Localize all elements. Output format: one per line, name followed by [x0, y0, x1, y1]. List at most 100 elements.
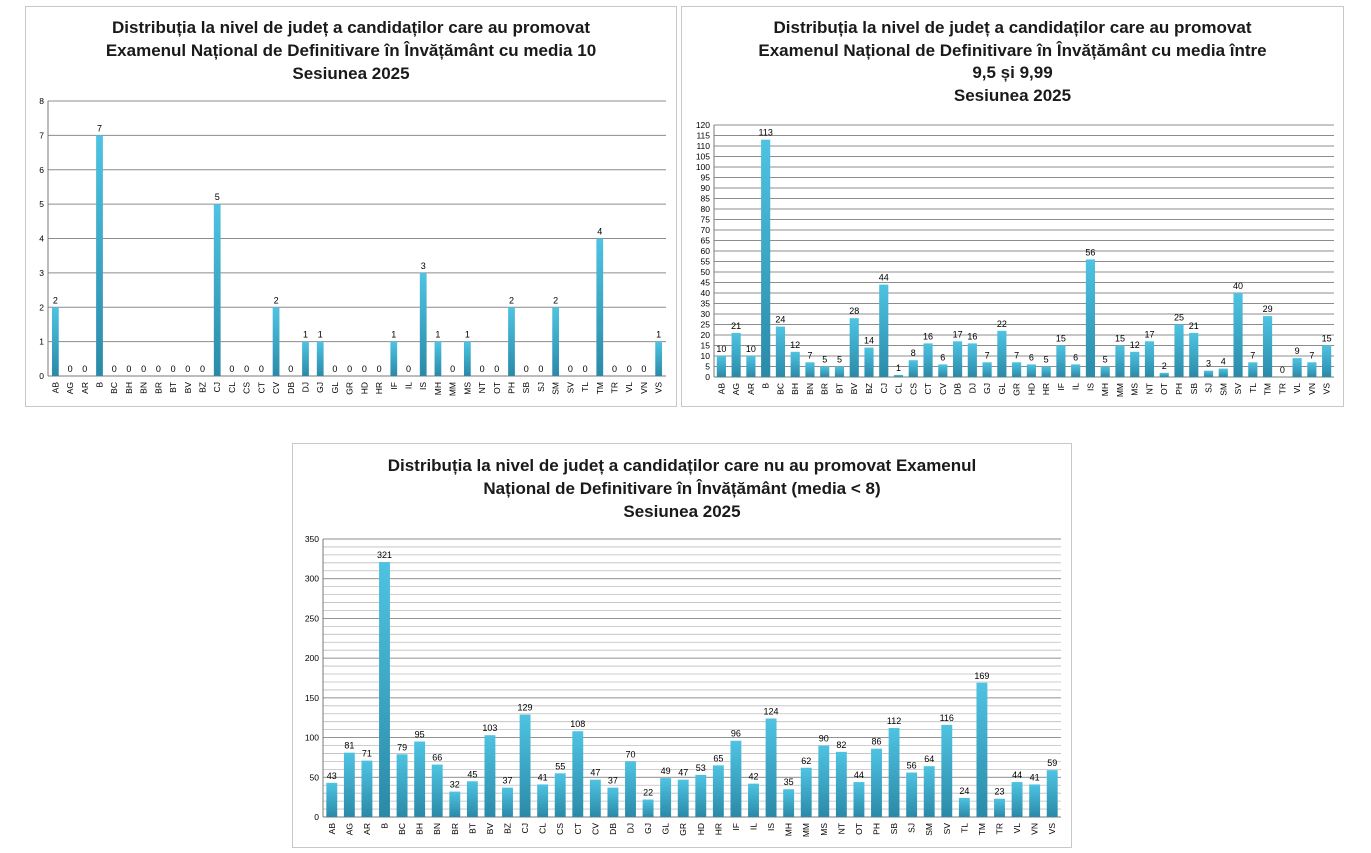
bar-b [96, 135, 103, 376]
y-tick-label: 55 [701, 257, 711, 267]
chart-title-line: Sesiunea 2025 [292, 64, 410, 83]
x-tick-label: PH [1174, 383, 1184, 395]
y-tick-label: 100 [305, 733, 319, 743]
data-label: 6 [1073, 352, 1078, 362]
y-tick-label: 5 [705, 362, 710, 372]
y-tick-label: 0 [314, 812, 319, 822]
data-label: 124 [764, 707, 779, 717]
data-label: 16 [967, 331, 977, 341]
x-tick-label: VL [624, 382, 634, 393]
x-tick-label: CS [908, 383, 918, 395]
data-label: 82 [836, 740, 846, 750]
bar-mh [783, 789, 795, 817]
data-label: 32 [450, 780, 460, 790]
bar-sm [923, 766, 935, 817]
chart-title-line: Examenul Național de Definitivare în Înv… [758, 40, 1267, 60]
data-label: 0 [583, 364, 588, 374]
x-tick-label: CL [894, 383, 904, 394]
bar-if [390, 341, 398, 376]
data-label: 0 [171, 364, 176, 374]
x-tick-label: CV [271, 382, 281, 394]
x-tick-label: VL [1292, 383, 1302, 394]
data-label: 0 [82, 364, 87, 374]
data-label: 35 [784, 777, 794, 787]
bar-cv [589, 779, 601, 817]
data-label: 103 [482, 723, 497, 733]
data-label: 108 [570, 719, 585, 729]
data-label: 1 [391, 330, 396, 340]
data-label: 86 [871, 737, 881, 747]
y-tick-label: 4 [39, 234, 44, 244]
x-tick-label: B [95, 382, 105, 388]
y-tick-label: 3 [39, 268, 44, 278]
data-label: 2 [1162, 361, 1167, 371]
y-tick-label: 35 [701, 299, 711, 309]
x-tick-label: TL [580, 382, 590, 392]
x-tick-label: PH [872, 823, 882, 835]
data-label: 1 [465, 330, 470, 340]
bar-if [1056, 345, 1066, 377]
data-label: 17 [953, 329, 963, 339]
bar-db [607, 787, 619, 817]
data-label: 56 [907, 761, 917, 771]
x-tick-label: BR [450, 823, 460, 835]
bar-gl [660, 778, 672, 817]
x-tick-label: TR [995, 823, 1005, 834]
chart-title: Distribuția la nivel de județ a candidaț… [293, 454, 1071, 523]
x-tick-label: B [380, 823, 390, 829]
data-label: 113 [758, 128, 772, 138]
y-tick-label: 85 [701, 194, 711, 204]
data-label: 49 [661, 766, 671, 776]
bar-sb [888, 728, 900, 817]
x-tick-label: IL [1071, 383, 1081, 390]
data-label: 0 [288, 364, 293, 374]
bar-bh [790, 351, 800, 377]
x-tick-label: SB [521, 382, 531, 394]
y-tick-label: 95 [701, 173, 711, 183]
data-label: 2 [553, 295, 558, 305]
x-tick-label: VN [1030, 823, 1040, 835]
bar-mh [434, 341, 442, 376]
data-label: 0 [612, 364, 617, 374]
bar-sv [941, 724, 953, 817]
data-label: 0 [406, 364, 411, 374]
data-label: 1 [303, 330, 308, 340]
data-label: 0 [156, 364, 161, 374]
bar-bn [805, 362, 815, 377]
bar-bv [484, 735, 496, 817]
data-label: 55 [555, 761, 565, 771]
bar-ot [853, 782, 865, 817]
bar-vs [1322, 345, 1332, 377]
y-tick-label: 25 [701, 320, 711, 330]
data-label: 129 [518, 703, 533, 713]
data-label: 56 [1085, 247, 1095, 257]
x-tick-label: IS [1085, 383, 1095, 391]
data-label: 71 [362, 749, 372, 759]
data-label: 12 [1130, 340, 1140, 350]
x-tick-label: CV [938, 383, 948, 395]
x-tick-label: DJ [626, 823, 636, 833]
bar-is [1085, 259, 1096, 377]
data-label: 44 [854, 770, 864, 780]
data-label: 0 [494, 364, 499, 374]
bar-il [1071, 364, 1081, 377]
x-tick-label: BN [805, 383, 815, 395]
x-tick-label: IL [404, 382, 414, 389]
data-label: 0 [538, 364, 543, 374]
bar-cj [879, 284, 889, 377]
x-tick-label: PH [507, 382, 517, 394]
bar-db [952, 341, 963, 377]
data-label: 90 [819, 734, 829, 744]
bar-sv [1233, 293, 1243, 377]
data-label: 0 [229, 364, 234, 374]
x-tick-label: BV [849, 383, 859, 395]
bar-il [748, 783, 759, 817]
x-tick-label: AG [731, 383, 741, 395]
x-tick-label: GJ [315, 382, 325, 393]
y-tick-label: 60 [701, 246, 711, 256]
data-label: 112 [887, 716, 901, 726]
data-label: 28 [849, 306, 859, 316]
bar-cv [938, 364, 948, 377]
bar-gj [642, 799, 654, 817]
x-tick-label: AR [80, 382, 90, 394]
